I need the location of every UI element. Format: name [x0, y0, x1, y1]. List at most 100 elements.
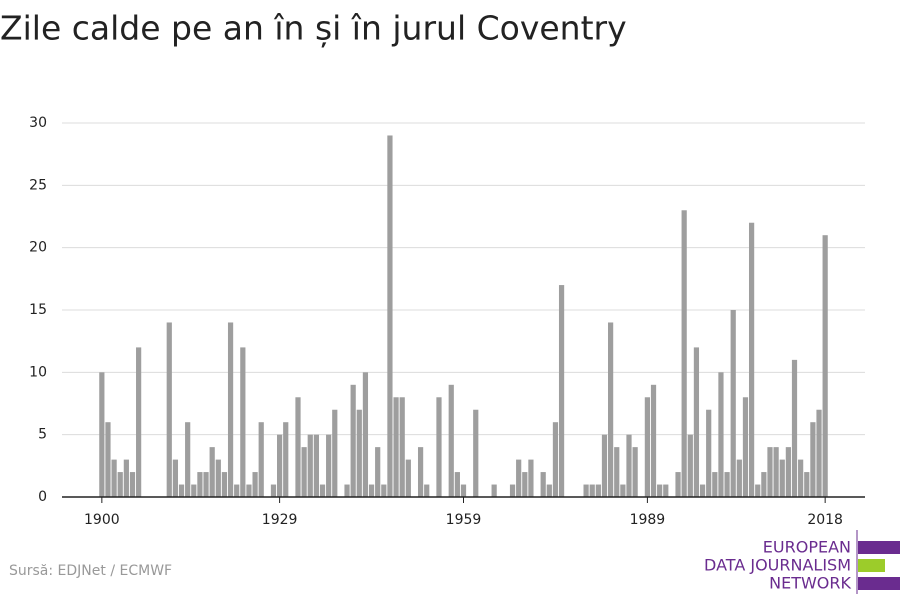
bar — [117, 472, 123, 497]
bar — [785, 447, 791, 497]
chart-title: Zile calde pe an în și în jurul Coventry — [0, 9, 627, 48]
bar — [319, 484, 326, 497]
bar — [748, 222, 755, 497]
bar — [240, 347, 246, 497]
bar — [644, 397, 650, 497]
bar — [755, 484, 761, 497]
x-tick-label: 1959 — [446, 512, 482, 528]
bar — [344, 484, 350, 497]
bar — [424, 484, 430, 497]
y-tick-label: 15 — [29, 302, 47, 318]
bar — [381, 484, 387, 497]
y-tick-label: 5 — [38, 427, 47, 443]
bar — [595, 484, 601, 497]
bar — [283, 422, 289, 497]
bar — [136, 347, 142, 497]
bar — [99, 372, 105, 497]
bar — [742, 397, 749, 497]
bar — [111, 459, 117, 497]
bar — [277, 434, 283, 497]
bar — [509, 484, 516, 497]
bar — [822, 235, 828, 497]
bar — [332, 409, 338, 497]
bar — [368, 484, 375, 497]
bar — [773, 447, 779, 497]
bar — [522, 472, 528, 497]
bar — [791, 359, 798, 497]
x-tick-label: 1929 — [262, 512, 298, 528]
logo-text: EUROPEAN — [763, 538, 851, 557]
bar — [270, 484, 277, 497]
bar — [417, 447, 424, 497]
x-tick-label: 2018 — [807, 512, 843, 528]
bar — [399, 397, 405, 497]
bar — [252, 472, 258, 497]
bar — [779, 459, 785, 497]
y-tick-label: 20 — [29, 240, 47, 256]
bar — [123, 459, 129, 497]
x-tick-label: 1900 — [84, 512, 120, 528]
bar — [191, 484, 197, 497]
bar — [307, 434, 313, 497]
bar — [448, 384, 454, 497]
bar — [172, 459, 179, 497]
source: Sursă: EDJNet / ECMWF — [9, 563, 172, 579]
bar — [258, 422, 264, 497]
bar — [657, 484, 663, 497]
bar — [736, 459, 742, 497]
bar — [221, 472, 228, 497]
bar — [227, 322, 234, 497]
bar — [663, 484, 669, 497]
y-tick-label: 10 — [29, 364, 47, 380]
bar — [203, 472, 209, 497]
bar — [387, 135, 393, 497]
bar — [209, 447, 215, 497]
bar — [246, 484, 252, 497]
bar — [761, 472, 767, 497]
y-tick-label: 25 — [29, 177, 47, 193]
bar — [601, 434, 608, 497]
bar — [816, 409, 822, 497]
bar — [712, 472, 718, 497]
bar — [491, 484, 497, 497]
bar — [546, 484, 552, 497]
bar — [558, 285, 565, 497]
logo-bar — [858, 559, 885, 572]
bar — [540, 472, 546, 497]
bar — [552, 422, 559, 497]
bar — [460, 484, 467, 497]
bar — [178, 484, 185, 497]
bar — [810, 422, 816, 497]
logo — [856, 530, 900, 594]
bar — [693, 347, 700, 497]
bar — [454, 472, 460, 497]
bar — [626, 434, 632, 497]
bar — [393, 397, 399, 497]
bar — [528, 459, 534, 497]
bar — [583, 484, 589, 497]
bar — [724, 472, 730, 497]
logo-bar — [858, 541, 900, 554]
bar — [620, 484, 626, 497]
bar — [129, 472, 136, 497]
bar — [185, 422, 191, 497]
bar — [608, 322, 614, 497]
bar — [650, 384, 657, 497]
bar — [516, 459, 522, 497]
bar — [356, 409, 362, 497]
y-tick-label: 30 — [29, 115, 47, 131]
bar — [632, 447, 638, 497]
bar — [699, 484, 706, 497]
bar — [687, 434, 693, 497]
bar — [313, 434, 319, 497]
bar — [675, 472, 681, 497]
bar — [614, 447, 620, 497]
bar — [234, 484, 240, 497]
bar — [166, 322, 172, 497]
logo-text: DATA JOURNALISM — [704, 556, 851, 575]
bar — [350, 384, 356, 497]
bar — [215, 459, 221, 497]
x-tick-label: 1989 — [630, 512, 666, 528]
bar — [589, 484, 595, 497]
